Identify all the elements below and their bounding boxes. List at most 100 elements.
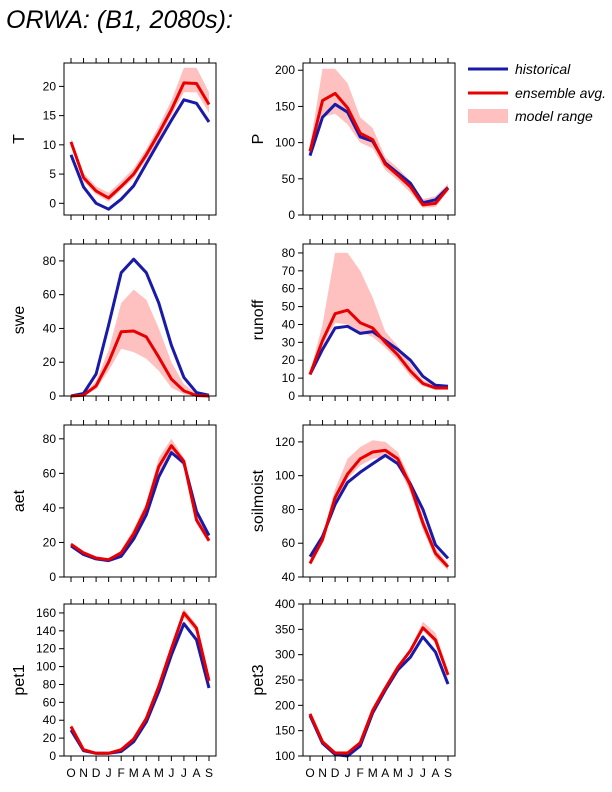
month-label: M	[154, 766, 164, 780]
month-label: D	[92, 766, 101, 780]
y-tick-label: 50	[282, 172, 296, 186]
month-label: J	[106, 766, 112, 780]
y-tick-label: 60	[43, 288, 57, 302]
y-tick-label: 60	[43, 466, 57, 480]
y-tick-label: 0	[288, 389, 295, 403]
y-tick-label: 10	[43, 138, 57, 152]
y-axis-label: swe	[11, 306, 28, 335]
y-tick-label: 140	[36, 624, 56, 638]
y-tick-label: 100	[275, 136, 295, 150]
y-tick-label: 70	[282, 264, 296, 278]
y-axis-label: pet1	[11, 664, 28, 695]
y-tick-label: 15	[43, 109, 57, 123]
y-tick-label: 20	[43, 79, 57, 93]
y-tick-label: 40	[43, 713, 57, 727]
panel-P: 0 50 100 150 200 P	[250, 58, 456, 222]
model-range-band	[71, 67, 209, 202]
y-axis-label: aet	[11, 489, 28, 512]
y-tick-label: 20	[43, 535, 57, 549]
plot-frame	[63, 62, 217, 216]
historical-line	[70, 257, 210, 398]
legend-swatch-model-range	[468, 109, 508, 123]
y-tick-label: 10	[282, 371, 296, 385]
y-tick-label: 0	[49, 196, 56, 210]
y-tick-label: 40	[282, 317, 296, 331]
legend-label: model range	[515, 108, 593, 124]
y-tick-label: 0	[49, 389, 56, 403]
legend-label: ensemble avg.	[515, 85, 606, 101]
y-tick-label: 100	[36, 660, 56, 674]
panel-T: 0 5 10 15 20 T	[11, 58, 217, 220]
y-tick-label: 40	[43, 501, 57, 515]
month-label: J	[345, 766, 351, 780]
plot-frame	[302, 243, 456, 397]
plot-frame	[63, 603, 217, 757]
historical-line	[69, 98, 211, 211]
model-range-band	[310, 252, 448, 390]
y-tick-label: 80	[282, 502, 296, 516]
month-label: A	[192, 766, 200, 780]
y-tick-label: 350	[275, 622, 295, 636]
historical-line	[70, 451, 211, 563]
y-tick-label: 150	[275, 724, 295, 738]
month-label: M	[129, 766, 139, 780]
historical-line	[69, 622, 211, 755]
y-axis-label: soilmoist	[250, 469, 267, 532]
y-tick-label: 80	[43, 432, 57, 446]
y-tick-label: 120	[275, 435, 295, 449]
month-label: S	[205, 766, 213, 780]
page-title: ORWA: (B1, 2080s):	[6, 6, 233, 34]
y-tick-label: 0	[49, 749, 56, 763]
y-axis-label: T	[11, 134, 28, 144]
model-range-band	[310, 621, 448, 754]
month-label: N	[318, 766, 327, 780]
y-tick-label: 200	[275, 63, 295, 77]
y-tick-label: 80	[282, 246, 296, 260]
plot-frame	[302, 603, 456, 757]
y-tick-label: 40	[282, 570, 296, 584]
month-label: S	[444, 766, 452, 780]
y-tick-label: 60	[282, 282, 296, 296]
y-tick-label: 0	[288, 208, 295, 222]
y-axis-label: pet3	[250, 664, 267, 695]
model-range-band	[71, 438, 209, 561]
y-axis-label: P	[250, 134, 267, 145]
month-label: J	[168, 766, 174, 780]
ensemble-avg-line	[308, 91, 450, 207]
month-label: A	[381, 766, 389, 780]
y-tick-label: 250	[275, 673, 295, 687]
month-label: F	[118, 766, 125, 780]
month-label: M	[393, 766, 403, 780]
ensemble-avg-line	[308, 448, 450, 568]
model-range-band	[310, 68, 448, 208]
y-tick-label: 20	[282, 353, 296, 367]
model-range-band	[71, 608, 209, 754]
panel-aet: 0 20 40 60 80 aet	[11, 420, 217, 584]
y-tick-label: 100	[275, 469, 295, 483]
y-tick-label: 400	[275, 597, 295, 611]
panel-soilmoist: 40 60 80 100 120 soilmoist	[250, 420, 456, 584]
plot-frame	[63, 243, 217, 397]
month-label: M	[368, 766, 378, 780]
plot-frame	[302, 424, 456, 578]
y-tick-label: 20	[43, 731, 57, 745]
month-label: A	[142, 766, 150, 780]
y-tick-label: 150	[275, 99, 295, 113]
plot-frame	[63, 424, 217, 578]
plot-frame	[302, 62, 456, 216]
legend-label: historical	[515, 61, 571, 77]
y-tick-label: 60	[43, 695, 57, 709]
y-tick-label: 120	[36, 642, 56, 656]
y-tick-label: 40	[43, 321, 57, 335]
y-tick-label: 60	[282, 536, 296, 550]
month-label: D	[331, 766, 340, 780]
ensemble-avg-line	[308, 308, 448, 390]
y-tick-label: 0	[49, 570, 56, 584]
ensemble-avg-line	[69, 81, 211, 200]
legend: historical ensemble avg. model range	[468, 61, 606, 124]
y-tick-label: 100	[275, 749, 295, 763]
y-tick-label: 20	[43, 355, 57, 369]
